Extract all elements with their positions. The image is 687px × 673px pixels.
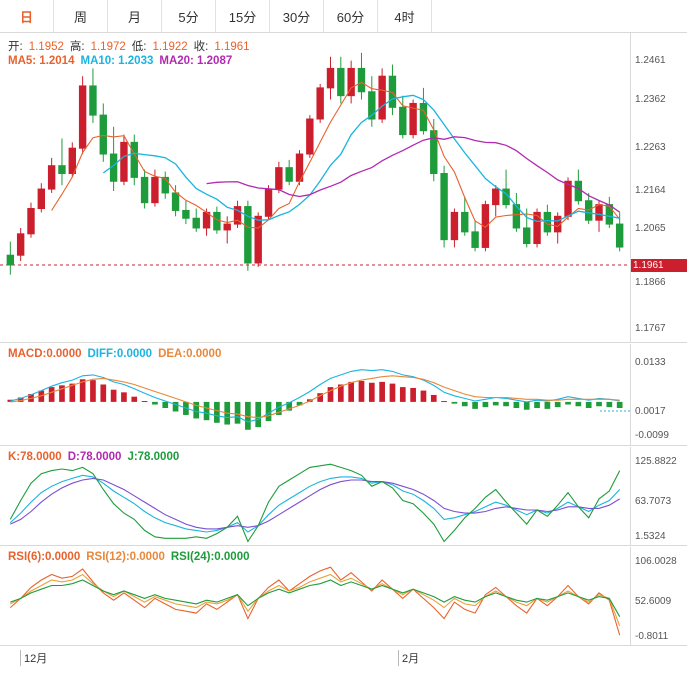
open-value: 1.1952 (28, 41, 64, 53)
price-tick: 1.2461 (635, 55, 666, 66)
j-line (9, 463, 621, 543)
price-plot[interactable] (0, 33, 630, 342)
ma5-line (51, 81, 621, 229)
dea-value: DEA:0.0000 (158, 348, 222, 360)
macd-axis: 0.0133 0.0017 -0.0099 (630, 344, 687, 445)
rsi-panel[interactable]: RSI(6):0.0000 RSI(12):0.0000 RSI(24):0.000… (0, 547, 687, 646)
d-value: D:78.0000 (67, 451, 122, 463)
kdj-panel[interactable]: K:78.0000 D:78.0000 J:78.0000 125.8822 63.… (0, 447, 687, 546)
tab-month[interactable]: 月 (108, 0, 162, 32)
macd-svg (7, 369, 630, 430)
rsi6-line (9, 566, 621, 636)
price-tick: 1.2362 (635, 94, 666, 105)
price-tick: 1.2263 (635, 142, 666, 153)
last-price-tag: 1.1961 (631, 259, 687, 272)
tab-15min[interactable]: 15分 (216, 0, 270, 32)
ma10-line (102, 94, 620, 223)
price-axis: 1.2461 1.2362 1.2263 1.2164 1.2065 1.186… (630, 33, 687, 342)
rsi-tick: 52.6009 (635, 596, 672, 607)
macd-histogram (7, 379, 623, 430)
kdj-tick: 125.8822 (635, 456, 677, 467)
price-tick: 1.2065 (635, 223, 666, 234)
rsi24-value: RSI(24):0.0000 (170, 551, 250, 563)
rsi-tick: -0.8011 (635, 631, 669, 642)
ma20-line (206, 136, 621, 213)
rsi24-line (10, 579, 621, 617)
k-line (9, 474, 621, 533)
high-value: 1.1972 (90, 41, 126, 53)
high-label: 高: (69, 41, 85, 53)
kdj-plot[interactable] (0, 447, 630, 545)
k-value: K:78.0000 (8, 451, 62, 463)
tab-day[interactable]: 日 (0, 0, 54, 32)
kdj-axis: 125.8822 63.7073 1.5324 (630, 447, 687, 545)
open-label: 开: (8, 41, 23, 53)
rsi6-value: RSI(6):0.0000 (8, 551, 81, 563)
period-toolbar: 日 周 月 5分 15分 30分 60分 4时 (0, 0, 687, 33)
macd-value: MACD:0.0000 (8, 348, 82, 360)
macd-legend: MACD:0.0000 DIFF:0.0000 DEA:0.0000 (8, 348, 227, 360)
rsi-svg (9, 566, 621, 636)
ma20-label: MA20: 1.2087 (159, 55, 233, 67)
price-svg (0, 52, 630, 275)
kdj-tick: 63.7073 (635, 496, 672, 507)
macd-tick: 0.0017 (635, 406, 666, 417)
price-tick: 1.2164 (635, 185, 666, 196)
close-label: 收: (193, 41, 209, 53)
tab-4hour[interactable]: 4时 (378, 0, 432, 32)
tab-5min[interactable]: 5分 (162, 0, 216, 32)
macd-panel[interactable]: MACD:0.0000 DIFF:0.0000 DEA:0.0000 0.0133 … (0, 344, 687, 446)
time-axis: 12月 2月 (0, 647, 687, 669)
tab-60min[interactable]: 60分 (324, 0, 378, 32)
time-tick-dec: 12月 (20, 650, 47, 666)
diff-line (10, 369, 620, 423)
kdj-tick: 1.5324 (635, 531, 666, 542)
ma5-label: MA5: 1.2014 (8, 55, 75, 67)
close-value: 1.1961 (214, 41, 250, 53)
low-label: 低: (131, 41, 147, 53)
diff-value: DIFF:0.0000 (87, 348, 153, 360)
price-tick: 1.1767 (635, 323, 666, 334)
macd-tick: 0.0133 (635, 357, 666, 368)
ma10-label: MA10: 1.2033 (80, 55, 154, 67)
tab-30min[interactable]: 30分 (270, 0, 324, 32)
rsi-legend: RSI(6):0.0000 RSI(12):0.0000 RSI(24):0.000… (8, 551, 255, 563)
rsi-plot[interactable] (0, 547, 630, 645)
candle-series (6, 52, 624, 275)
macd-tick: -0.0099 (635, 430, 669, 441)
rsi-axis: 106.0028 52.6009 -0.8011 (630, 547, 687, 645)
dea-line (10, 375, 620, 419)
ma-legend: MA5: 1.2014 MA10: 1.2033 MA20: 1.2087 (8, 55, 238, 67)
rsi12-value: RSI(12):0.0000 (86, 551, 165, 563)
d-line (10, 477, 620, 530)
price-tick: 1.1866 (635, 277, 666, 288)
low-value: 1.1922 (152, 41, 188, 53)
kdj-legend: K:78.0000 D:78.0000 J:78.0000 (8, 451, 185, 463)
time-tick-feb: 2月 (398, 650, 419, 666)
macd-plot[interactable] (0, 344, 630, 445)
tab-week[interactable]: 周 (54, 0, 108, 32)
rsi12-line (10, 573, 621, 627)
j-value: J:78.0000 (127, 451, 180, 463)
price-panel[interactable]: 开: 1.1952 高: 1.1972 低: 1.1922 收: 1.1961 MA5: 1.… (0, 33, 687, 343)
rsi-tick: 106.0028 (635, 556, 677, 567)
ohlc-legend: 开: 1.1952 高: 1.1972 低: 1.1922 收: 1.1961 (8, 38, 256, 54)
kdj-svg (9, 463, 621, 543)
